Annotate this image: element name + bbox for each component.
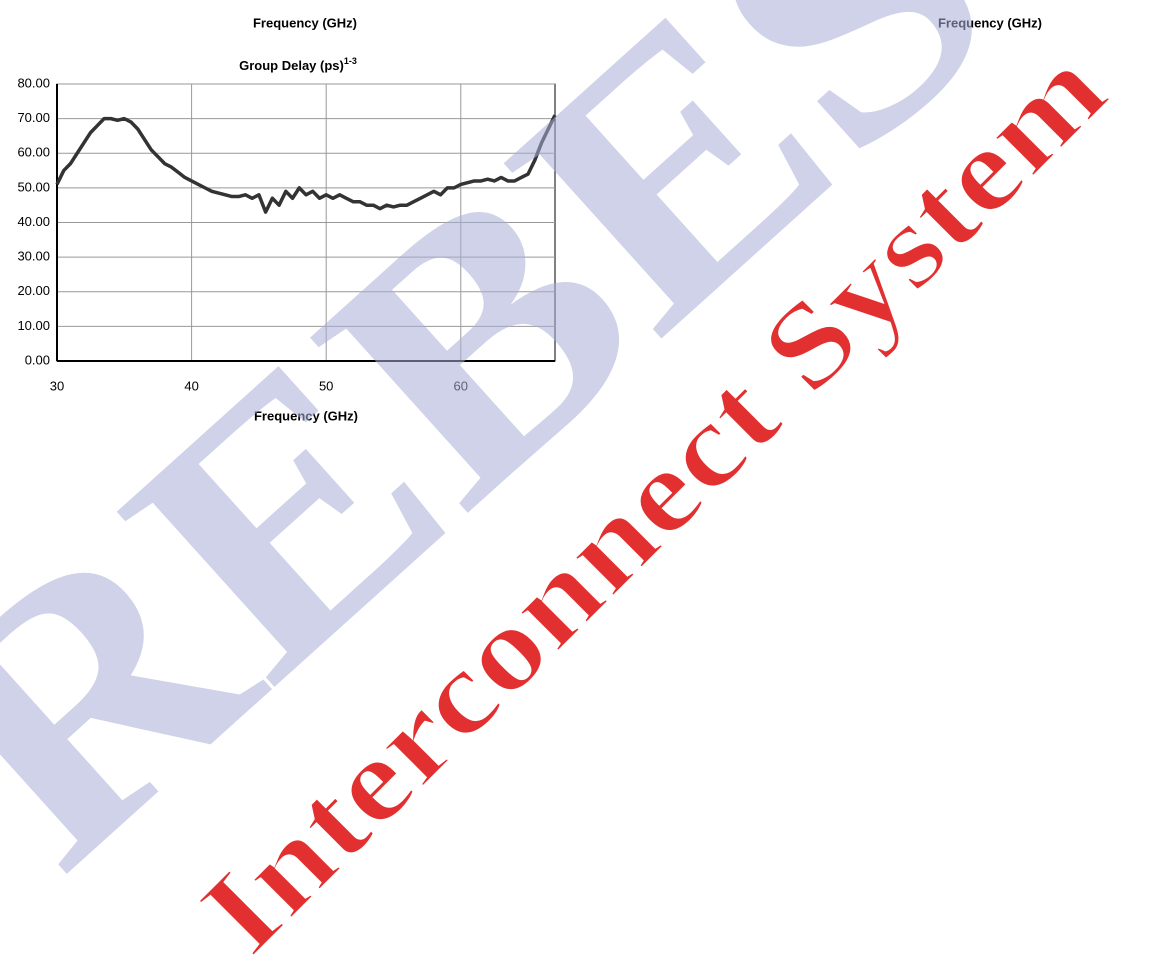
prior-axis-label: Frequency (GHz) (938, 15, 1042, 30)
title-superscript: 1-3 (344, 56, 357, 66)
x-tick-label: 60 (454, 378, 468, 393)
x-tick-label: 40 (184, 378, 198, 393)
x-tick-label: 30 (50, 378, 64, 393)
y-tick-label: 30.00 (17, 249, 50, 264)
y-tick-label: 60.00 (17, 145, 50, 160)
y-tick-label: 50.00 (17, 179, 50, 194)
x-tick-label: 50 (319, 378, 333, 393)
chart-title: Group Delay (ps)1-3 (239, 56, 357, 73)
y-tick-label: 10.00 (17, 318, 50, 333)
data-line (55, 114, 557, 214)
y-tick-label: 40.00 (17, 214, 50, 229)
title-text: Group Delay (ps) (239, 58, 344, 73)
x-axis-label: Frequency (GHz) (254, 408, 358, 423)
prior-axis-label: Frequency (GHz) (253, 15, 357, 30)
y-tick-label: 70.00 (17, 110, 50, 125)
y-tick-label: 0.00 (25, 352, 50, 367)
y-tick-label: 80.00 (17, 75, 50, 90)
y-tick-label: 20.00 (17, 283, 50, 298)
